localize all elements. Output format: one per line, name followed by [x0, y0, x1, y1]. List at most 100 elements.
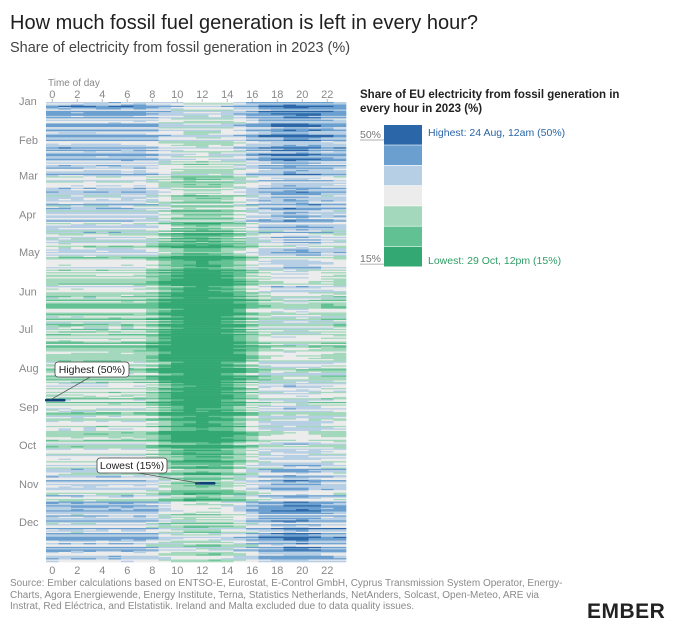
heatmap-cell [146, 168, 159, 171]
heatmap-cell [196, 185, 209, 187]
heatmap-cell [121, 282, 134, 284]
heatmap-cell [208, 259, 222, 262]
heatmap-cell [271, 112, 284, 114]
heatmap-cell [333, 148, 347, 151]
heatmap-cell [121, 220, 134, 223]
heatmap-cell [146, 303, 159, 306]
heatmap-cell [46, 280, 59, 283]
heatmap-cell [283, 186, 297, 188]
heatmap-cell [333, 265, 347, 268]
heatmap-cell [108, 357, 122, 360]
heatmap-cell [246, 147, 259, 149]
heatmap-cell [196, 137, 209, 139]
heatmap-cell [46, 103, 59, 105]
heatmap-cell [183, 275, 197, 278]
heatmap-cell [271, 277, 284, 279]
heatmap-cell [46, 342, 59, 345]
heatmap-cell [121, 356, 134, 359]
heatmap-cell [108, 103, 122, 105]
heatmap-cell [258, 238, 272, 240]
heatmap-cell [308, 235, 322, 238]
heatmap-cell [233, 178, 247, 181]
heatmap-cell [308, 214, 322, 216]
heatmap-cell [183, 107, 197, 109]
heatmap-cell [221, 254, 234, 257]
heatmap-cell [121, 181, 134, 183]
heatmap-cell [246, 204, 259, 206]
heatmap-cell [96, 311, 109, 313]
heatmap-cell [158, 323, 172, 326]
heatmap-cell [96, 289, 109, 292]
heatmap-cell [108, 129, 122, 132]
heatmap-cell [108, 265, 122, 268]
heatmap-cell [121, 328, 134, 331]
heatmap-cell [133, 317, 147, 320]
heatmap-cell [296, 293, 309, 296]
heatmap-cell [121, 229, 134, 231]
heatmap-cell [133, 137, 147, 139]
heatmap-cell [158, 152, 172, 154]
heatmap-cell [208, 229, 222, 231]
heatmap-cell [271, 331, 284, 333]
heatmap-cell [71, 178, 84, 181]
heatmap-cell [46, 296, 59, 298]
heatmap-cell [146, 323, 159, 326]
heatmap-cell [71, 325, 84, 327]
heatmap-cell [208, 185, 222, 187]
heatmap-cell [46, 154, 59, 157]
heatmap-cell [271, 270, 284, 273]
heatmap-cell [171, 306, 184, 308]
heatmap-cell [308, 161, 322, 163]
heatmap-cell [308, 192, 322, 195]
heatmap-cell [208, 308, 222, 311]
heatmap-cell [58, 156, 72, 158]
heatmap-cell [333, 333, 347, 336]
heatmap-cell [283, 194, 297, 196]
heatmap-cell [208, 110, 222, 113]
heatmap-cell [146, 195, 159, 197]
heatmap-cell [283, 277, 297, 279]
heatmap-cell [308, 239, 322, 241]
heatmap-cell [108, 321, 122, 323]
heatmap-cell [208, 190, 222, 192]
heatmap-cell [233, 282, 247, 284]
heatmap-cell [146, 212, 159, 215]
heatmap-cell [71, 299, 84, 302]
heatmap-cell [108, 202, 122, 205]
heatmap-cell [133, 243, 147, 245]
heatmap-cell [283, 149, 297, 152]
heatmap-cell [108, 196, 122, 199]
heatmap-cell [58, 211, 72, 214]
heatmap-cell [183, 251, 197, 254]
heatmap-cell [171, 265, 184, 268]
heatmap-cell [46, 338, 59, 341]
heatmap-cell [83, 207, 97, 210]
heatmap-cell [158, 251, 172, 254]
heatmap-cell [233, 280, 247, 283]
heatmap-cell [271, 356, 284, 359]
heatmap-cell [158, 149, 172, 152]
heatmap-cell [283, 314, 297, 317]
heatmap-cell [83, 228, 97, 230]
heatmap-cell [133, 125, 147, 128]
heatmap-cell [321, 238, 334, 240]
heatmap-cell [146, 196, 159, 199]
heatmap-cell [283, 342, 297, 345]
heatmap-cell [121, 326, 134, 328]
heatmap-cell [246, 243, 259, 245]
heatmap-cell [208, 258, 222, 260]
heatmap-cell [158, 326, 172, 328]
heatmap-cell [171, 107, 184, 109]
heatmap-cell [321, 104, 334, 107]
heatmap-cell [258, 188, 272, 191]
heatmap-cell [158, 230, 172, 233]
heatmap-cell [321, 289, 334, 292]
heatmap-cell [108, 171, 122, 173]
heatmap-cell [96, 201, 109, 204]
heatmap-cell [121, 235, 134, 238]
heatmap-cell [233, 296, 247, 298]
heatmap-cell [258, 264, 272, 267]
heatmap-cell [221, 176, 234, 178]
heatmap-cell [96, 133, 109, 136]
heatmap-cell [221, 357, 234, 360]
